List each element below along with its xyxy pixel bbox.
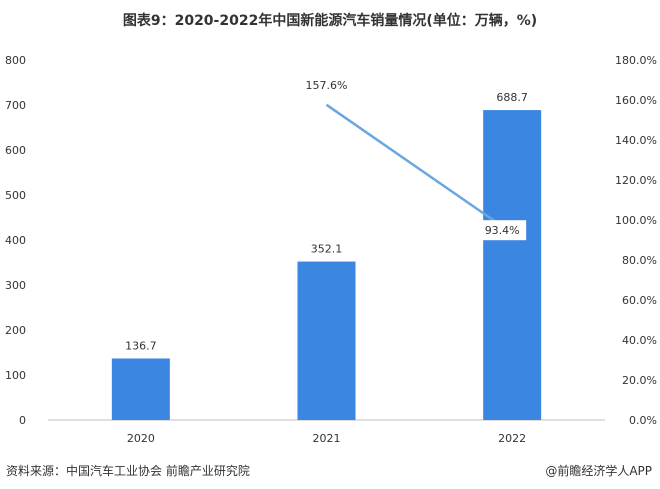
line-data-label-box — [478, 220, 527, 241]
y-tick-label: 0 — [19, 414, 26, 427]
bar — [297, 261, 356, 420]
y-tick-label: 100 — [5, 369, 26, 382]
bar-data-label: 352.1 — [311, 243, 343, 256]
y-tick-label: 300 — [5, 279, 26, 292]
line-data-label: 93.4% — [485, 224, 520, 237]
bar-data-label: 688.7 — [496, 91, 528, 104]
growth-line — [325, 103, 513, 235]
bar — [111, 358, 170, 420]
x-tick-label: 2021 — [313, 432, 341, 445]
bar-data-label: 136.7 — [125, 339, 157, 352]
y2-tick-label: 100.0% — [615, 214, 657, 227]
source-note: 资料来源：中国汽车工业协会 前瞻产业研究院 — [6, 464, 250, 478]
y2-tick-label: 60.0% — [622, 294, 657, 307]
chart-title: 图表9：2020-2022年中国新能源汽车销量情况(单位：万辆，%) — [122, 13, 538, 29]
y-tick-label: 800 — [5, 54, 26, 67]
y2-tick-label: 140.0% — [615, 134, 657, 147]
y2-tick-label: 80.0% — [622, 254, 657, 267]
y-tick-label: 600 — [5, 144, 26, 157]
y2-tick-label: 160.0% — [615, 94, 657, 107]
y-tick-label: 500 — [5, 189, 26, 202]
line-data-label: 157.6% — [306, 79, 348, 92]
x-tick-label: 2022 — [498, 432, 526, 445]
brand-note: @前瞻经济学人APP — [545, 464, 652, 478]
y-tick-label: 700 — [5, 99, 26, 112]
y2-tick-label: 40.0% — [622, 334, 657, 347]
x-tick-label: 2020 — [127, 432, 155, 445]
y2-tick-label: 180.0% — [615, 54, 657, 67]
y2-tick-label: 120.0% — [615, 174, 657, 187]
y2-tick-label: 20.0% — [622, 374, 657, 387]
y-tick-label: 400 — [5, 234, 26, 247]
bar — [483, 110, 542, 421]
y2-tick-label: 0.0% — [629, 414, 657, 427]
y-tick-label: 200 — [5, 324, 26, 337]
line-data-label-box — [302, 74, 351, 95]
